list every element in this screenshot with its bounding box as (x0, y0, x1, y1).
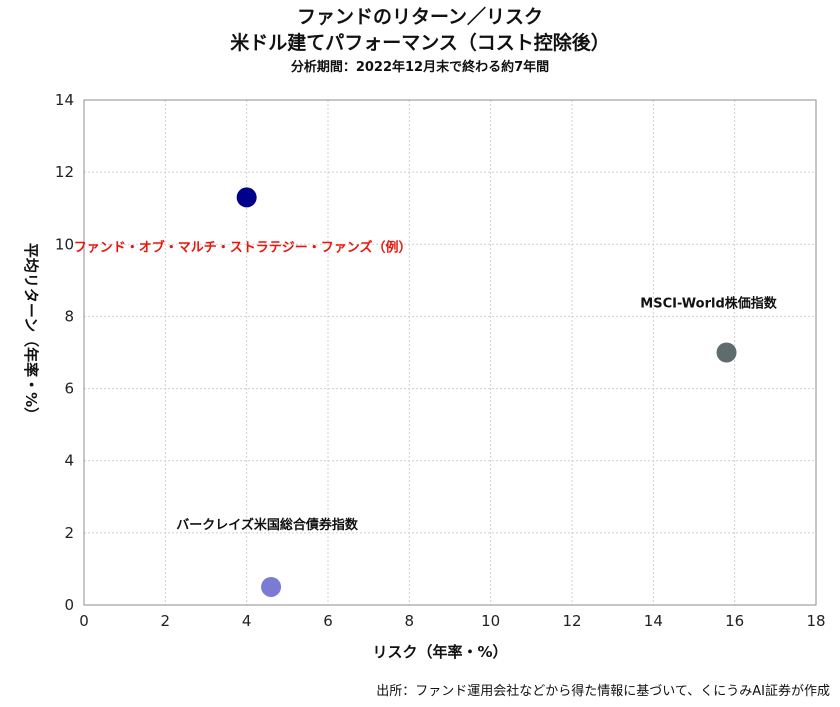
data-point (236, 187, 257, 208)
x-tick-label: 16 (725, 612, 744, 630)
point-label: ファンド・オブ・マルチ・ストラテジー・ファンズ（例） (74, 239, 412, 255)
y-tick-label: 4 (64, 452, 74, 470)
y-axis-label: 平均リターン（年率・%） (22, 243, 40, 422)
x-tick-label: 0 (79, 612, 89, 630)
x-tick-label: 10 (481, 612, 500, 630)
point-label: MSCI-World株価指数 (640, 296, 777, 312)
source-note: 出所：ファンド運用会社などから得た情報に基づいて、くにうみAI証券が作成 (376, 684, 830, 699)
y-tick-label: 0 (64, 596, 74, 614)
chart-period: 分析期間：2022年12月末で終わる約7年間 (290, 60, 550, 75)
x-tick-label: 6 (323, 612, 333, 630)
x-tick-label: 8 (405, 612, 415, 630)
y-tick-label: 8 (64, 307, 74, 325)
x-tick-label: 18 (806, 612, 825, 630)
x-tick-label: 14 (644, 612, 663, 630)
y-tick-label: 12 (55, 163, 74, 181)
y-tick-label: 2 (64, 524, 74, 542)
y-tick-label: 10 (55, 235, 74, 253)
x-tick-label: 4 (242, 612, 252, 630)
plot-frame (83, 99, 817, 606)
chart-title: ファンドのリターン／リスク (296, 6, 544, 28)
chart-subtitle: 米ドル建てパフォーマンス（コスト控除後） (230, 32, 610, 54)
x-axis-label: リスク（年率・%） (372, 643, 507, 661)
y-tick-label: 14 (55, 91, 74, 109)
x-tick-label: 2 (161, 612, 171, 630)
data-point (716, 342, 737, 363)
point-label: バークレイズ米国総合債券指数 (176, 517, 359, 533)
x-tick-label: 12 (562, 612, 581, 630)
data-point (261, 576, 282, 597)
y-tick-label: 6 (64, 380, 74, 398)
